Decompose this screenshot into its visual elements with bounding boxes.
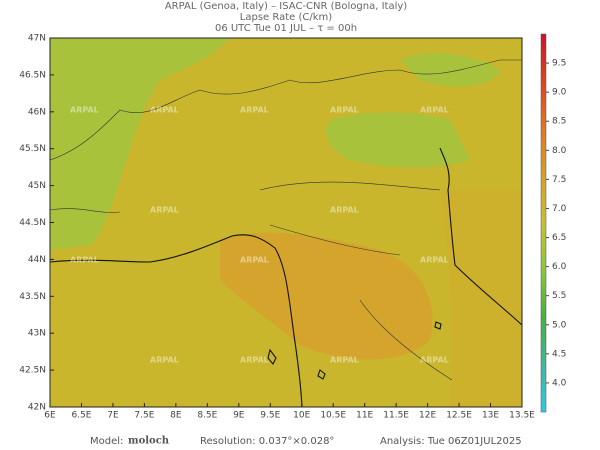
coastline xyxy=(50,234,303,407)
map-field xyxy=(50,38,522,407)
watermark: ARPAL xyxy=(330,106,359,115)
x-tick-label: 11.5E xyxy=(383,411,409,421)
footer-resolution: Resolution: 0.037°×0.028° xyxy=(200,436,334,447)
colorbar-tick-label: 5.5 xyxy=(552,291,566,301)
y-tick-label: 44.5N xyxy=(19,218,46,228)
watermark: ARPAL xyxy=(70,256,99,265)
x-tick-label: 12.5E xyxy=(446,411,472,421)
x-tick-label: 9.5E xyxy=(260,411,280,421)
field-green xyxy=(400,53,500,87)
x-tick-label: 9E xyxy=(233,411,245,421)
colorbar-tick-label: 6.5 xyxy=(552,233,566,243)
watermark: ARPAL xyxy=(420,256,449,265)
watermark: ARPAL xyxy=(420,356,449,365)
y-tick-label: 43.5N xyxy=(19,292,46,302)
x-tick-label: 7.5E xyxy=(134,411,154,421)
watermark: ARPAL xyxy=(330,206,359,215)
y-tick-label: 42N xyxy=(28,403,46,413)
colorbar xyxy=(540,33,547,413)
watermark: ARPAL xyxy=(150,106,179,115)
colorbar-tick-label: 8.5 xyxy=(552,117,566,127)
x-tick-label: 7E xyxy=(107,411,119,421)
header-line: ARPAL (Genoa, Italy) – ISAC-CNR (Bologna… xyxy=(165,1,407,12)
y-tick-label: 45.5N xyxy=(19,144,46,154)
watermark: ARPAL xyxy=(240,256,269,265)
colorbar-tick-label: 6.0 xyxy=(552,262,567,272)
x-tick-label: 10.5E xyxy=(320,411,346,421)
footer-label: Model: xyxy=(90,436,123,447)
watermark: ARPAL xyxy=(420,106,449,115)
colorbar-tick-label: 4.5 xyxy=(552,349,566,359)
border xyxy=(50,59,522,161)
y-tick-label: 47N xyxy=(28,34,46,44)
x-tick-label: 10E xyxy=(293,411,310,421)
colorbar-tick-label: 7.0 xyxy=(552,204,567,214)
colorbar-tick-label: 8.0 xyxy=(552,146,567,156)
y-tick-label: 45N xyxy=(28,181,46,191)
header-line: Lapse Rate (C/km) xyxy=(240,12,332,23)
colorbar-tick-label: 9.0 xyxy=(552,88,567,98)
x-tick-label: 6E xyxy=(44,411,56,421)
x-tick-label: 8.5E xyxy=(197,411,217,421)
coastline xyxy=(439,147,522,326)
colorbar-tick-label: 9.5 xyxy=(552,59,566,69)
y-tick-label: 43N xyxy=(28,329,46,339)
y-tick-label: 42.5N xyxy=(19,366,46,376)
footer-analysis: Analysis: Tue 06Z01JUL2025 xyxy=(380,436,522,447)
watermark: ARPAL xyxy=(240,356,269,365)
x-tick-label: 13E xyxy=(482,411,499,421)
x-tick-label: 12E xyxy=(419,411,436,421)
watermark: ARPAL xyxy=(150,356,179,365)
watermark: ARPAL xyxy=(70,106,99,115)
x-tick-label: 6.5E xyxy=(71,411,91,421)
x-tick-label: 11E xyxy=(356,411,373,421)
field-sea xyxy=(440,190,522,407)
header-line: 06 UTC Tue 01 JUL – τ = 00h xyxy=(215,23,357,34)
field-green xyxy=(50,38,230,250)
footer-model: moloch xyxy=(128,436,170,447)
field-orange xyxy=(220,232,433,360)
y-tick-label: 44N xyxy=(28,255,46,265)
watermark: ARPAL xyxy=(240,106,269,115)
watermark: ARPAL xyxy=(330,356,359,365)
island xyxy=(267,321,442,380)
colorbar-tick-label: 4.0 xyxy=(552,378,567,388)
watermark: ARPAL xyxy=(150,206,179,215)
field-green xyxy=(326,112,470,168)
colorbar-tick-label: 7.5 xyxy=(552,175,566,185)
y-tick-label: 46N xyxy=(28,107,46,117)
y-tick-label: 46.5N xyxy=(19,70,46,80)
colorbar-tick-label: 5.0 xyxy=(552,320,567,330)
x-tick-label: 13.5E xyxy=(509,411,535,421)
border xyxy=(50,181,453,381)
x-tick-label: 8E xyxy=(170,411,182,421)
